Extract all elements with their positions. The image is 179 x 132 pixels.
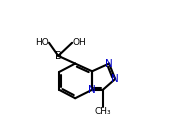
- Text: B: B: [55, 51, 62, 61]
- Text: HO: HO: [35, 38, 49, 47]
- Text: N: N: [111, 74, 119, 84]
- Text: OH: OH: [72, 38, 86, 47]
- Text: N: N: [105, 59, 113, 69]
- Text: CH₃: CH₃: [95, 107, 111, 116]
- Text: N: N: [88, 85, 96, 95]
